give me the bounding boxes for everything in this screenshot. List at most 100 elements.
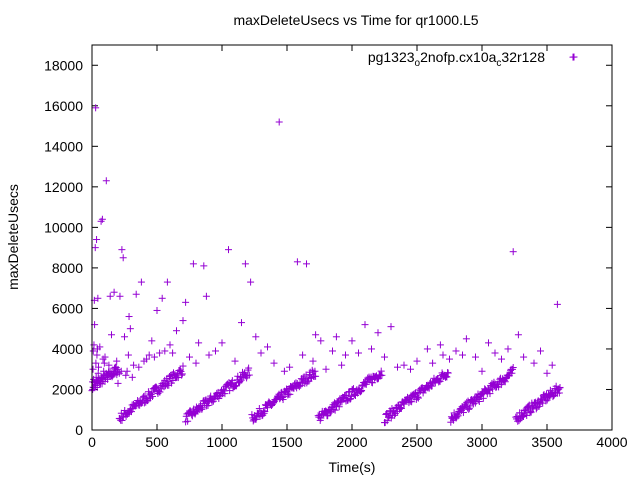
- data-point: [383, 417, 391, 425]
- data-point: [509, 364, 517, 372]
- data-point: [118, 416, 126, 424]
- data-point: [93, 236, 101, 244]
- data-point: [548, 361, 556, 369]
- data-point: [374, 329, 382, 337]
- data-point: [498, 355, 505, 363]
- data-point: [338, 398, 346, 406]
- data-point: [176, 366, 184, 374]
- data-point: [486, 390, 494, 398]
- data-point: [501, 378, 509, 386]
- data-point: [228, 377, 236, 385]
- data-point: [225, 246, 232, 254]
- legend-plus-icon: [570, 53, 578, 61]
- data-point: [463, 398, 471, 406]
- data-point: [202, 292, 210, 300]
- chart-title: maxDeleteUsecs vs Time for qr1000.L5: [233, 12, 478, 28]
- data-point: [178, 370, 186, 378]
- data-point: [459, 409, 467, 417]
- y-tick-label: 18000: [44, 57, 83, 73]
- data-point: [119, 254, 127, 262]
- data-point: [152, 383, 160, 391]
- data-point: [149, 392, 157, 400]
- data-point: [98, 373, 106, 381]
- data-point: [161, 347, 169, 355]
- legend: pg1323o2nofp.cx10ac32r128: [368, 49, 578, 69]
- data-point: [303, 260, 310, 268]
- data-point: [491, 349, 499, 357]
- data-point: [429, 359, 437, 367]
- data-point: [357, 387, 365, 395]
- data-point: [218, 339, 226, 347]
- data-point: [335, 403, 343, 411]
- data-point: [192, 359, 200, 367]
- data-point: [465, 405, 473, 413]
- data-point: [459, 351, 466, 359]
- data-point: [124, 351, 132, 359]
- data-point: [431, 379, 439, 387]
- data-point: [514, 331, 522, 339]
- data-point: [93, 383, 101, 391]
- y-tick-label: 2000: [52, 381, 83, 397]
- data-point: [113, 357, 121, 365]
- data-point: [452, 347, 460, 355]
- data-point: [439, 351, 447, 359]
- data-point: [485, 339, 492, 347]
- data-point: [94, 369, 102, 377]
- data-point: [311, 367, 319, 375]
- data-point: [462, 335, 470, 343]
- data-point: [391, 411, 399, 419]
- data-point: [173, 327, 180, 335]
- data-point: [137, 278, 145, 286]
- data-point: [94, 294, 102, 302]
- data-point: [106, 292, 114, 300]
- data-point: [209, 397, 217, 405]
- data-point: [245, 371, 253, 379]
- data-point: [143, 355, 151, 363]
- data-point: [444, 369, 452, 377]
- x-tick-label: 2000: [336, 434, 367, 450]
- data-point: [414, 394, 422, 402]
- data-point: [329, 347, 336, 355]
- data-point: [446, 355, 453, 363]
- data-point: [121, 333, 128, 341]
- data-point: [163, 278, 171, 286]
- data-point: [489, 385, 497, 393]
- data-point: [116, 292, 124, 300]
- data-point: [245, 364, 253, 372]
- data-point: [221, 390, 229, 398]
- data-point: [195, 339, 203, 347]
- legend-text-part: pg1323: [368, 49, 415, 65]
- data-point: [145, 351, 153, 359]
- data-point: [368, 379, 376, 387]
- data-point: [184, 417, 192, 425]
- data-point: [169, 349, 177, 357]
- data-point: [536, 400, 544, 408]
- data-point: [135, 363, 143, 371]
- data-point: [312, 331, 320, 339]
- data-point: [394, 363, 401, 371]
- data-point: [277, 389, 285, 397]
- data-point: [126, 325, 134, 333]
- data-point: [236, 378, 244, 386]
- data-point: [436, 341, 444, 349]
- legend-subscript: o: [415, 58, 421, 69]
- data-point: [275, 118, 283, 126]
- data-point: [261, 408, 269, 416]
- x-tick-label: 500: [145, 434, 169, 450]
- data-point: [166, 341, 174, 349]
- data-point: [179, 317, 187, 325]
- data-point: [299, 351, 307, 359]
- data-point: [101, 353, 109, 361]
- data-point: [400, 400, 408, 408]
- data-point: [257, 349, 265, 357]
- y-tick-label: 10000: [44, 219, 83, 235]
- data-point: [504, 345, 512, 353]
- data-point: [338, 361, 346, 369]
- x-tick-label: 1500: [271, 434, 302, 450]
- data-point: [238, 319, 245, 327]
- data-point: [95, 363, 102, 371]
- data-point: [530, 359, 538, 367]
- data-point: [100, 359, 108, 367]
- data-point: [332, 333, 340, 341]
- data-point: [148, 389, 156, 397]
